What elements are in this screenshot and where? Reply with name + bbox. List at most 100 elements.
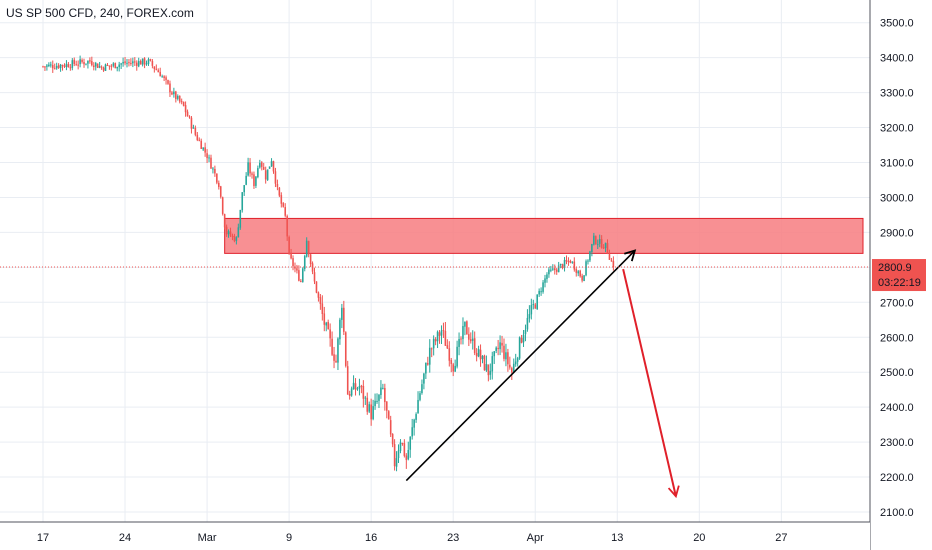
- candle-body: [202, 147, 204, 150]
- candle-body: [382, 387, 384, 389]
- candle-body: [395, 458, 398, 467]
- candle-body: [165, 77, 167, 80]
- x-tick-label: 24: [119, 532, 131, 544]
- candle-body: [589, 251, 591, 261]
- candle-body: [253, 174, 255, 187]
- candle-body: [553, 268, 556, 271]
- candle-body: [75, 64, 78, 66]
- candle-body: [596, 244, 599, 246]
- candle-body: [198, 139, 201, 141]
- candle-body: [341, 307, 343, 320]
- candle-body: [266, 169, 269, 181]
- candle-body: [313, 272, 316, 282]
- candle-body: [173, 91, 175, 95]
- candle-body: [286, 216, 288, 237]
- price-tag-value: 2800.9: [878, 262, 912, 274]
- trendline-arrowhead: [624, 249, 637, 262]
- candle-body: [83, 62, 85, 65]
- candle-body: [309, 254, 312, 265]
- candle-body: [194, 127, 197, 135]
- candle-body: [335, 360, 337, 363]
- time-axis[interactable]: 17 24 Mar 9 16 23 Apr 13 20 27: [0, 521, 870, 550]
- candle-body: [227, 231, 230, 235]
- candle-body: [413, 419, 415, 428]
- candle-body: [169, 83, 171, 93]
- candle-body: [208, 157, 210, 159]
- candle-body: [196, 134, 199, 141]
- candle-body: [137, 61, 140, 67]
- candle-body: [524, 329, 527, 335]
- candle-body: [468, 334, 470, 340]
- candle-body: [65, 63, 68, 67]
- candle-body: [348, 394, 351, 396]
- candle-body: [104, 64, 107, 71]
- candle-body: [594, 236, 597, 245]
- candle-body: [225, 226, 228, 235]
- candle-body: [530, 305, 533, 315]
- candle-body: [94, 63, 97, 67]
- drawings-layer: [405, 249, 680, 499]
- candle-body: [300, 280, 302, 282]
- candle-body: [583, 275, 585, 281]
- candle-body: [399, 442, 402, 451]
- candle-body: [176, 95, 179, 99]
- candle-body: [364, 397, 367, 399]
- candle-body: [319, 297, 322, 304]
- projection-arrow[interactable]: [622, 268, 677, 497]
- candle-body: [270, 161, 273, 167]
- candle-body: [514, 361, 517, 365]
- y-tick-label: 2600.0: [880, 332, 914, 344]
- candle-body: [391, 434, 394, 445]
- y-tick-label: 2500.0: [880, 367, 914, 379]
- candle-body: [493, 351, 496, 357]
- candle-body: [565, 259, 568, 262]
- candle-body: [397, 450, 400, 459]
- candle-body: [130, 62, 132, 64]
- candle-body: [53, 68, 56, 70]
- candle-body: [44, 66, 46, 68]
- resistance-zone[interactable]: [224, 217, 864, 254]
- candle-body: [538, 290, 540, 295]
- candle-body: [579, 270, 581, 277]
- x-tick-label: 13: [611, 532, 623, 544]
- candle-body: [216, 173, 218, 183]
- candle-body: [223, 214, 226, 228]
- candle-body: [591, 244, 593, 252]
- candle-body: [587, 260, 589, 262]
- candle-body: [214, 168, 216, 174]
- candle-body: [110, 65, 113, 67]
- candle-body: [612, 260, 615, 268]
- candle-body: [243, 185, 245, 193]
- candle-body: [327, 322, 329, 330]
- candle-body: [155, 68, 158, 70]
- candle-body: [442, 330, 445, 332]
- candle-body: [116, 66, 119, 69]
- candle-body: [577, 271, 580, 274]
- candle-body: [241, 192, 244, 211]
- candle-body: [221, 197, 224, 214]
- candle-body: [362, 385, 365, 399]
- candle-body: [608, 254, 611, 260]
- candle-body: [491, 356, 494, 372]
- candle-body: [344, 332, 347, 366]
- candle-body: [233, 235, 236, 242]
- candle-body: [509, 364, 511, 368]
- trendline[interactable]: [405, 250, 636, 482]
- candle-body: [602, 247, 605, 249]
- candle-body: [163, 76, 165, 78]
- candle-body: [257, 168, 259, 178]
- candle-body: [600, 239, 603, 248]
- candle-body: [237, 227, 240, 238]
- candle-body: [567, 260, 570, 262]
- candle-body: [378, 394, 380, 401]
- candle-body: [593, 235, 595, 245]
- resistance-zone-rect[interactable]: [224, 217, 864, 254]
- candle-body: [231, 235, 234, 237]
- candle-body: [419, 393, 421, 400]
- candle-body: [100, 66, 103, 68]
- candle-body: [292, 258, 294, 267]
- candle-body: [499, 342, 501, 350]
- candle-body: [206, 153, 208, 159]
- candle-body: [354, 383, 357, 390]
